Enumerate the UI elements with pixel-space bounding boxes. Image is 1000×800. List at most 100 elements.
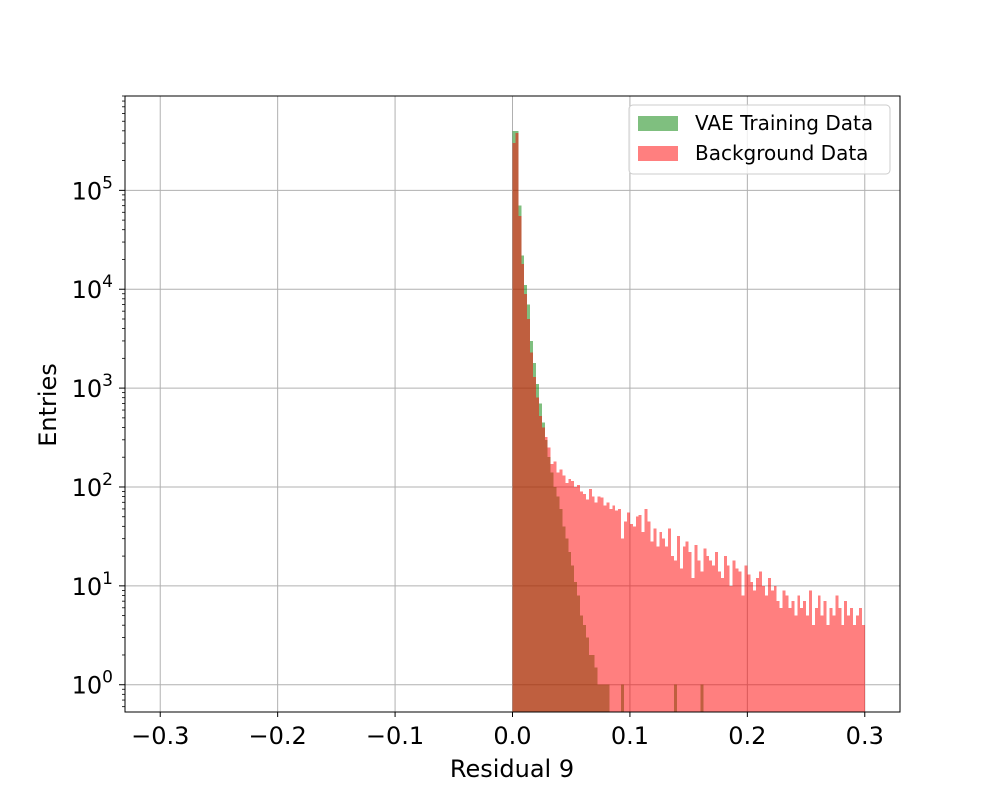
histogram-bar [594,502,598,712]
histogram-bar [679,568,683,712]
histogram-bar [547,447,551,712]
histogram-bar [855,615,859,712]
histogram-bar [803,601,807,712]
histogram-bar [779,607,783,712]
histogram-bar [615,510,619,712]
histogram-bar [609,508,613,712]
y-tick-label: 101 [72,569,113,601]
histogram-bar [838,607,842,712]
histogram-bar [700,571,704,712]
histogram-bar [618,508,622,712]
legend-swatch [638,116,678,131]
histogram-bar [853,625,856,712]
histogram-bar [703,548,707,712]
histogram-bar [565,482,569,712]
y-tick-base: 10 [72,276,103,304]
histogram-bar [591,496,595,712]
y-tick-base: 10 [72,375,103,403]
histogram-bar [797,595,801,712]
histogram-bar [744,565,748,712]
histogram-bar [715,552,718,712]
x-tick-label: 0.3 [846,722,884,750]
x-tick-label: −0.3 [131,722,189,750]
histogram-bar [841,625,845,712]
histogram-bar [541,427,545,712]
y-tick-label: 103 [72,371,113,403]
histogram-bar [726,565,730,712]
histogram-bar [814,607,818,712]
histogram-bar [518,216,522,712]
histogram-bar [785,595,789,712]
histogram-bar [691,578,695,712]
histogram-bar [568,479,572,712]
histogram-bar [585,499,589,712]
histogram-bar [820,615,824,712]
histogram-bar [788,607,792,712]
plot-frame [124,95,901,713]
histogram-bar [606,502,610,712]
histogram-bar [750,581,754,712]
histogram-bar [580,491,583,712]
histogram-bar [553,461,557,712]
histogram-bars [512,130,865,713]
histogram-bar [512,143,516,713]
histogram-bar [673,560,677,712]
histogram-bar [823,601,827,712]
y-tick-label: 102 [72,470,113,502]
histogram-bar [723,556,727,712]
histogram-bar [668,528,672,712]
histogram-bar [650,541,654,712]
histogram-bar [577,484,581,712]
histogram-bar [808,590,812,712]
histogram-bar [676,535,680,712]
histogram-bar [571,480,575,712]
histogram-bar [629,524,633,712]
histogram-bar [709,560,713,712]
histogram-bar [644,508,648,712]
histogram-bar [647,521,651,712]
histogram-bar [559,469,563,712]
histogram-bar [527,318,531,712]
histogram-bar [756,578,760,712]
histogram-bar [729,585,733,712]
histogram-bar [794,615,798,712]
histogram-bar [753,590,757,712]
y-tick-base: 10 [72,177,103,205]
legend-swatch [638,146,678,161]
x-tick-label: 0.0 [493,722,531,750]
histogram-bar [662,538,666,712]
y-tick-exponent: 2 [102,470,113,490]
histogram-bar [738,571,742,712]
histogram-bar [641,532,645,712]
histogram-bar [521,263,525,712]
histogram-bar [800,607,804,712]
histogram-bar [712,565,716,712]
histogram-bar [764,595,768,712]
histogram-bar [817,595,821,712]
histogram-bar [811,625,815,712]
histogram-bar [688,552,692,712]
histogram-bar [656,546,660,712]
x-tick-label: 0.1 [611,722,649,750]
histogram-bar [574,486,578,712]
histogram-bar [626,512,630,712]
x-tick-label: 0.2 [728,722,766,750]
y-tick-label: 104 [72,272,113,304]
histogram-bar [776,601,780,712]
y-tick-exponent: 0 [102,668,113,688]
y-tick-base: 10 [72,672,103,700]
y-tick-exponent: 5 [102,173,113,193]
histogram-bar [806,615,809,712]
x-axis-label: Residual 9 [450,755,574,783]
legend: VAE Training Data Background Data [628,104,891,175]
histogram-bar [582,493,586,712]
histogram-bar [530,352,534,712]
histogram-bar [791,601,795,712]
histogram-bar [562,475,566,712]
histogram-bar [665,546,669,712]
histogram-bar [659,532,663,712]
histogram-bar [826,625,830,712]
histogram-bar [829,607,833,712]
legend-box [628,104,891,175]
histogram-bar [550,464,554,712]
